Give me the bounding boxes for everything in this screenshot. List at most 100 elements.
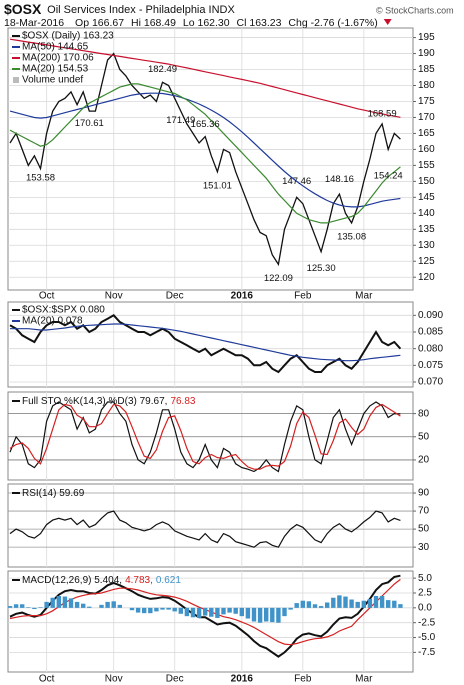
histogram-bar [221, 607, 226, 615]
histogram-bar [74, 601, 80, 608]
y-tick-label: 180 [418, 80, 435, 91]
y-tick-label: 140 [418, 208, 435, 219]
panel-frame [7, 391, 414, 481]
histogram-bar [343, 596, 348, 608]
histogram-bar [227, 607, 232, 613]
histogram-bar [105, 601, 110, 608]
price-annotation: 147.46 [282, 176, 311, 187]
y-tick-label: 0.075 [418, 360, 443, 371]
histogram-bar [373, 595, 379, 608]
legend-note: Volume undef [22, 75, 83, 86]
histogram-bar [13, 604, 19, 608]
histogram-bar [257, 607, 263, 623]
histogram-bar [154, 607, 159, 612]
price-annotation: 165.36 [191, 119, 220, 130]
histogram-bar [135, 607, 141, 613]
y-tick-label: -7.5 [418, 647, 436, 658]
histogram-bar [20, 604, 25, 608]
x-tick-label: Dec [166, 291, 184, 302]
y-tick-label: 0.080 [418, 343, 443, 354]
y-tick-label: 5.0 [418, 573, 432, 584]
histogram-bar [68, 598, 74, 608]
panel-frame [7, 301, 414, 388]
change: Chg -2.76 (-1.67%) [288, 17, 377, 29]
price-annotation: 135.08 [337, 232, 366, 243]
histogram-bar [209, 607, 214, 617]
legend-entry: $OSX:$SPX 0.080 [22, 305, 105, 316]
series-line [9, 52, 401, 267]
legend-entry: 76.83 [170, 396, 195, 407]
series-line [9, 401, 401, 473]
histogram-bar [184, 607, 190, 617]
histogram-bar [245, 607, 251, 619]
x-tick-label: Nov [105, 674, 123, 685]
legend-entry: MACD(12,26,9) 5.404, [22, 575, 122, 586]
histogram-bar [111, 601, 116, 608]
histogram-bar [32, 607, 37, 610]
x-tick-label: Oct [39, 674, 55, 685]
price-annotation: 154.24 [374, 170, 403, 181]
legend-entry: MA(50) 144.65 [22, 42, 89, 53]
y-tick-label: 80 [418, 408, 430, 419]
histogram-bar [361, 600, 366, 608]
price-annotation: 151.01 [203, 181, 232, 192]
y-tick-label: 195 [418, 32, 435, 43]
credit: © StockCharts.com [376, 5, 454, 15]
legend-entry: MA(20) 0.078 [22, 316, 83, 327]
quote-line: 18-Mar-2016 Op 166.67 Hi 168.49 Lo 162.3… [4, 17, 378, 29]
x-tick-label: Feb [294, 291, 312, 302]
y-tick-label: 0.0 [418, 602, 432, 613]
legend-entry: MA(200) 170.06 [22, 53, 94, 64]
x-tick-label: Mar [355, 291, 373, 302]
x-tick-label: Nov [105, 291, 123, 302]
legend: RSI(14) 59.69 [22, 488, 85, 499]
histogram-bar [264, 607, 269, 622]
histogram-bar [117, 604, 122, 608]
histogram-bar [44, 601, 49, 608]
series-line [10, 323, 401, 362]
histogram-bar [81, 603, 86, 608]
y-tick-label: 0.085 [418, 327, 443, 338]
histogram-bar [312, 604, 318, 608]
histogram-bar [166, 607, 171, 610]
histogram-bar [233, 607, 238, 614]
histogram-bar [62, 596, 68, 608]
price-annotation: 182.49 [148, 64, 177, 75]
y-tick-label: 160 [418, 144, 435, 155]
symbol: $OSX [4, 1, 42, 17]
price-annotation: 168.59 [368, 108, 397, 119]
histogram-bar [288, 607, 293, 610]
histogram-bar [87, 606, 92, 608]
close: Cl 163.23 [237, 17, 282, 29]
series-line [9, 92, 401, 208]
legend: Full STO %K(14,3) %D(3) 79.67, 76.83 [22, 396, 196, 407]
histogram-bar [50, 597, 55, 608]
series-line [9, 38, 401, 118]
histogram-bar [178, 607, 183, 614]
histogram-bar [215, 607, 220, 618]
y-tick-label: 125 [418, 256, 435, 267]
price-annotation: 122.09 [264, 273, 293, 284]
legend-entry: $OSX (Daily) 163.23 [22, 31, 114, 42]
histogram-bar [398, 604, 403, 608]
price-annotation: 148.16 [325, 174, 354, 185]
x-tick-label: Dec [166, 674, 184, 685]
header-title: $OSX Oil Services Index - Philadelphia I… [4, 1, 235, 17]
histogram-bar [337, 595, 342, 608]
histogram-bar [160, 607, 165, 610]
y-tick-label: 2.5 [418, 588, 432, 599]
x-tick-label: Mar [355, 674, 373, 685]
y-tick-label: 50 [418, 524, 430, 535]
y-tick-label: 0.090 [418, 310, 443, 321]
histogram-bar [38, 607, 43, 608]
histogram-bar [203, 607, 208, 616]
histogram-bar [294, 603, 299, 608]
down-arrow [383, 19, 392, 25]
price-annotation: 153.58 [26, 172, 55, 183]
price-annotation: 125.30 [307, 263, 336, 274]
y-tick-label: 130 [418, 240, 435, 251]
histogram-bar [148, 607, 153, 614]
y-tick-label: 170 [418, 112, 435, 123]
histogram-bar [172, 607, 177, 612]
histogram-bar [196, 607, 202, 618]
